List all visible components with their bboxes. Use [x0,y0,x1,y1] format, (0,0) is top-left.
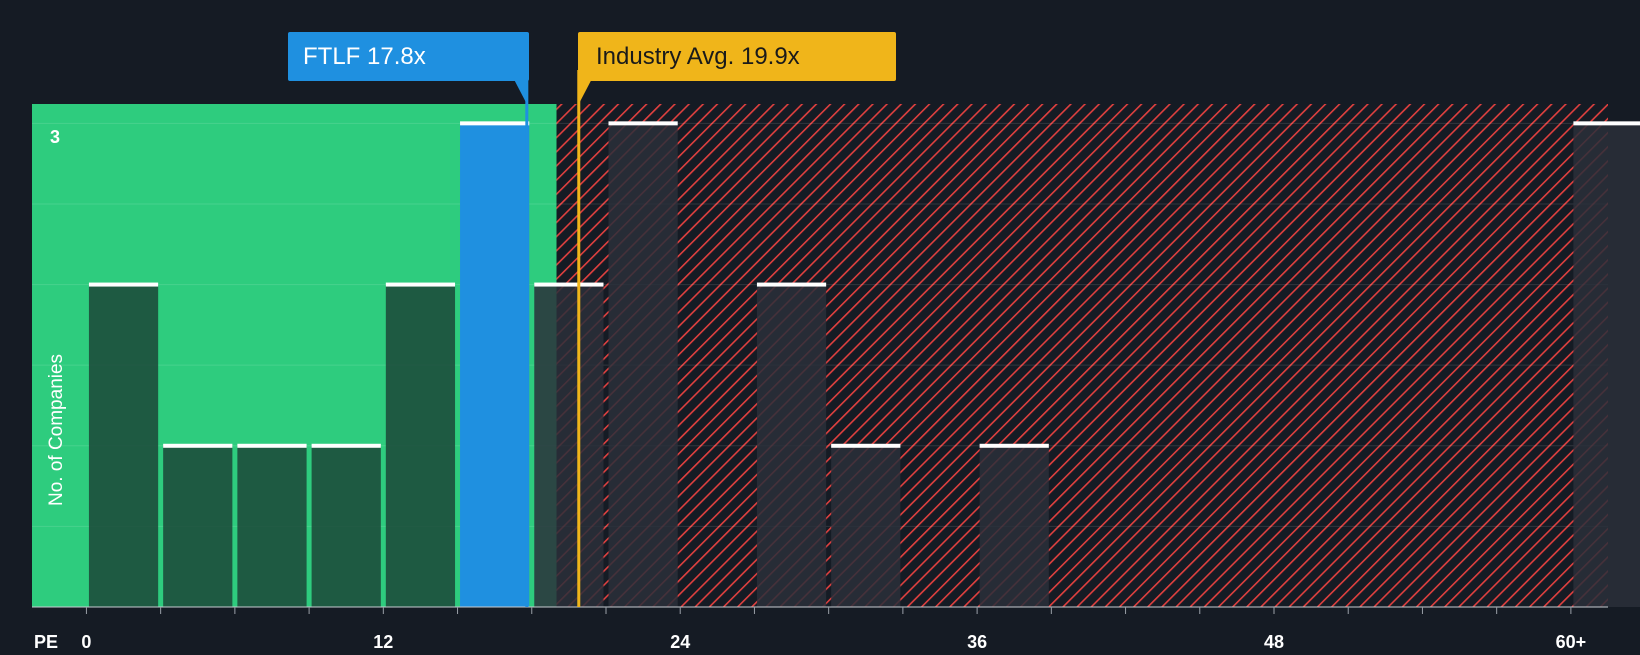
bar-27-30 [756,284,827,607]
x-tick-label-24: 24 [670,632,690,650]
company-callout-pointer [514,81,527,104]
industry-callout-box [578,32,896,81]
bar-cap-0-3 [88,282,159,287]
x-tick-label-0: 0 [81,632,91,650]
x-tick-label-48: 48 [1264,632,1284,650]
x-axis-label: PE [34,632,58,650]
industry-callout-label: Industry Avg. 19.9x [596,43,800,70]
bar-3-6 [163,445,233,607]
overvalued-zone [556,104,1609,607]
bar-cap-6-9 [237,443,307,448]
bar-15-18 [460,123,530,607]
bar-cap-21-24 [608,121,678,126]
bar-cap-27-30 [756,282,827,287]
x-tick-label-12: 12 [373,632,393,650]
bar-cap-36-39 [979,443,1049,448]
bar-9-12 [311,445,381,607]
x-tick-label-60: 60+ [1556,632,1587,650]
bar-cap-30-33 [831,443,901,448]
bar-6-9 [237,445,307,607]
bar-cap-12-15 [385,282,456,287]
bar-cap-18-21 [534,282,604,287]
bar-60-63 [1573,123,1640,607]
bar-cap-9-12 [311,443,381,448]
x-tick-label-36: 36 [967,632,987,650]
bar-cap-60-63 [1573,121,1640,126]
bar-18-21 [534,284,604,607]
bar-21-24 [608,123,678,607]
bar-0-3 [88,284,159,607]
bar-12-15 [385,284,456,607]
company-callout-box [288,32,529,81]
bar-cap-3-6 [163,443,233,448]
company-callout-label: FTLF 17.8x [303,43,426,70]
bar-36-39 [979,445,1049,607]
y-axis-label: No. of Companies [46,354,67,506]
y-max-label: 3 [50,127,60,147]
industry-callout-pointer [578,81,591,104]
bar-cap-15-18 [460,121,530,126]
bar-30-33 [831,445,901,607]
